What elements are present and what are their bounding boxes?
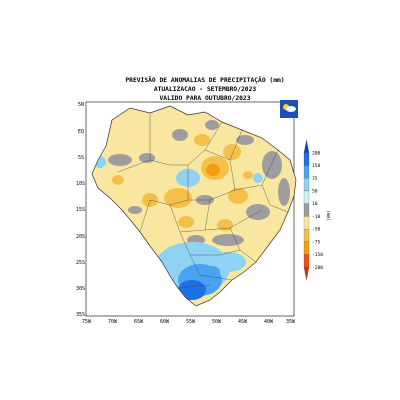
lon-label: 55W (186, 319, 196, 325)
colorbar-segment (303, 241, 310, 255)
lat-label: 10S (76, 181, 85, 187)
colorbar-segment (303, 165, 310, 179)
lon-label: 50W (212, 319, 222, 325)
colorbar-level-label: 50 (312, 189, 318, 195)
lon-label: 75W (82, 319, 92, 325)
country-border (91, 105, 297, 307)
map-title-line-1: PREVISÃO DE ANOMALIAS DE PRECIPITAÇÃO (m… (125, 77, 285, 84)
colorbar-level-label: -150 (312, 252, 323, 258)
colorbar-segment (303, 254, 310, 268)
colorbar-level-label: 150 (312, 163, 321, 169)
map-title-line-3: VALIDO PARA OUTUBRO/2023 (159, 95, 251, 102)
lat-label: 15S (76, 207, 85, 213)
lat-label: 25S (76, 260, 85, 266)
lon-label: 65W (134, 319, 144, 325)
colorbar-level-label: -50 (312, 227, 321, 233)
lon-label: 70W (108, 319, 118, 325)
lat-label: 5S (78, 155, 84, 161)
map-title-line-2: ATUALIZACAO - SETEMBRO/2023 (153, 86, 257, 93)
colorbar-segment (303, 216, 310, 230)
colorbar-level-label: -75 (312, 239, 321, 245)
colorbar-segment (303, 152, 310, 166)
colorbar-level-label: 200 (312, 150, 321, 156)
inmet-logo (280, 100, 298, 118)
colorbar-segment (303, 228, 310, 242)
longitude-labels: 75W 70W 65W 60W 55W 50W 45W 40W 35W (82, 319, 296, 325)
colorbar-segment (303, 203, 310, 217)
colorbar-segment (303, 139, 310, 153)
state-borders (117, 113, 289, 289)
colorbar-legend: 200 150 75 50 10 -10 -50 -75 -150 -200 (303, 139, 323, 281)
latitude-labels: 5N EQ 5S 10S 15S 20S 25S 30S 35S (76, 102, 85, 318)
lat-label: 20S (76, 234, 85, 240)
lat-label: 30S (76, 286, 85, 292)
lon-label: 40W (264, 319, 274, 325)
lat-label: EQ (78, 129, 84, 135)
cloud-icon (286, 106, 296, 112)
colorbar-level-label: -10 (312, 214, 321, 220)
lat-label: 5N (78, 102, 84, 108)
colorbar-unit-label: (mm) (325, 210, 331, 221)
lon-label: 35W (286, 319, 296, 325)
lon-label: 45W (238, 319, 248, 325)
colorbar-segment (303, 178, 310, 192)
lat-label: 35S (76, 312, 85, 318)
colorbar-segment (303, 267, 310, 281)
colorbar-level-label: -200 (312, 265, 323, 271)
colorbar-segment (303, 190, 310, 204)
colorbar-level-label: 75 (312, 176, 318, 182)
colorbar-level-label: 10 (312, 201, 318, 207)
lon-label: 60W (160, 319, 170, 325)
